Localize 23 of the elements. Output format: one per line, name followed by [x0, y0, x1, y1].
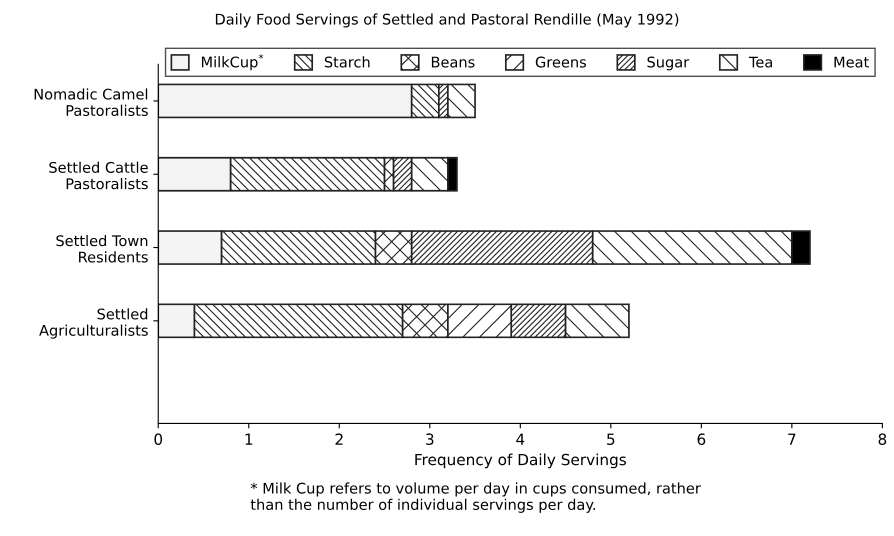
x-tick-label: 5	[607, 434, 614, 445]
x-tick-label: 6	[698, 433, 706, 445]
chart-title: Daily Food Servings of Settled and Pastoral Rendille (May 1992)	[216, 13, 678, 28]
x-tick-label: 8	[878, 433, 886, 445]
legend-label: Greens	[536, 56, 586, 68]
x-tick-label: 2	[336, 433, 343, 445]
x-tick-label: 3	[426, 433, 434, 445]
legend-label: Beans	[432, 56, 475, 68]
x-tick-label: 4	[516, 434, 524, 445]
text: * Milk Cup refers to volume per day in cups consumed, rather than the number of individual servings per day.	[250, 482, 701, 513]
x-tick-label: 0	[154, 433, 162, 445]
y-tick-label: Settled Cattle Pastoralists	[49, 162, 148, 190]
x-axis-title: Frequency of Daily Servings	[415, 454, 626, 468]
y-tick-label: Nomadic Camel Pastoralists	[34, 88, 148, 116]
legend-label: Meat	[834, 56, 869, 68]
legend-label: Starch	[324, 56, 370, 68]
y-tick-label: Settled Agriculturalists	[39, 308, 148, 339]
y-tick-label: Settled Town Residents	[56, 234, 148, 263]
legend-label: MilkCup$^{*}$	[202, 54, 264, 70]
legend-label: Tea	[748, 56, 772, 68]
legend-label: Sugar	[647, 56, 690, 70]
x-tick-label: 7	[788, 434, 796, 445]
x-tick-label: 1	[246, 434, 252, 445]
